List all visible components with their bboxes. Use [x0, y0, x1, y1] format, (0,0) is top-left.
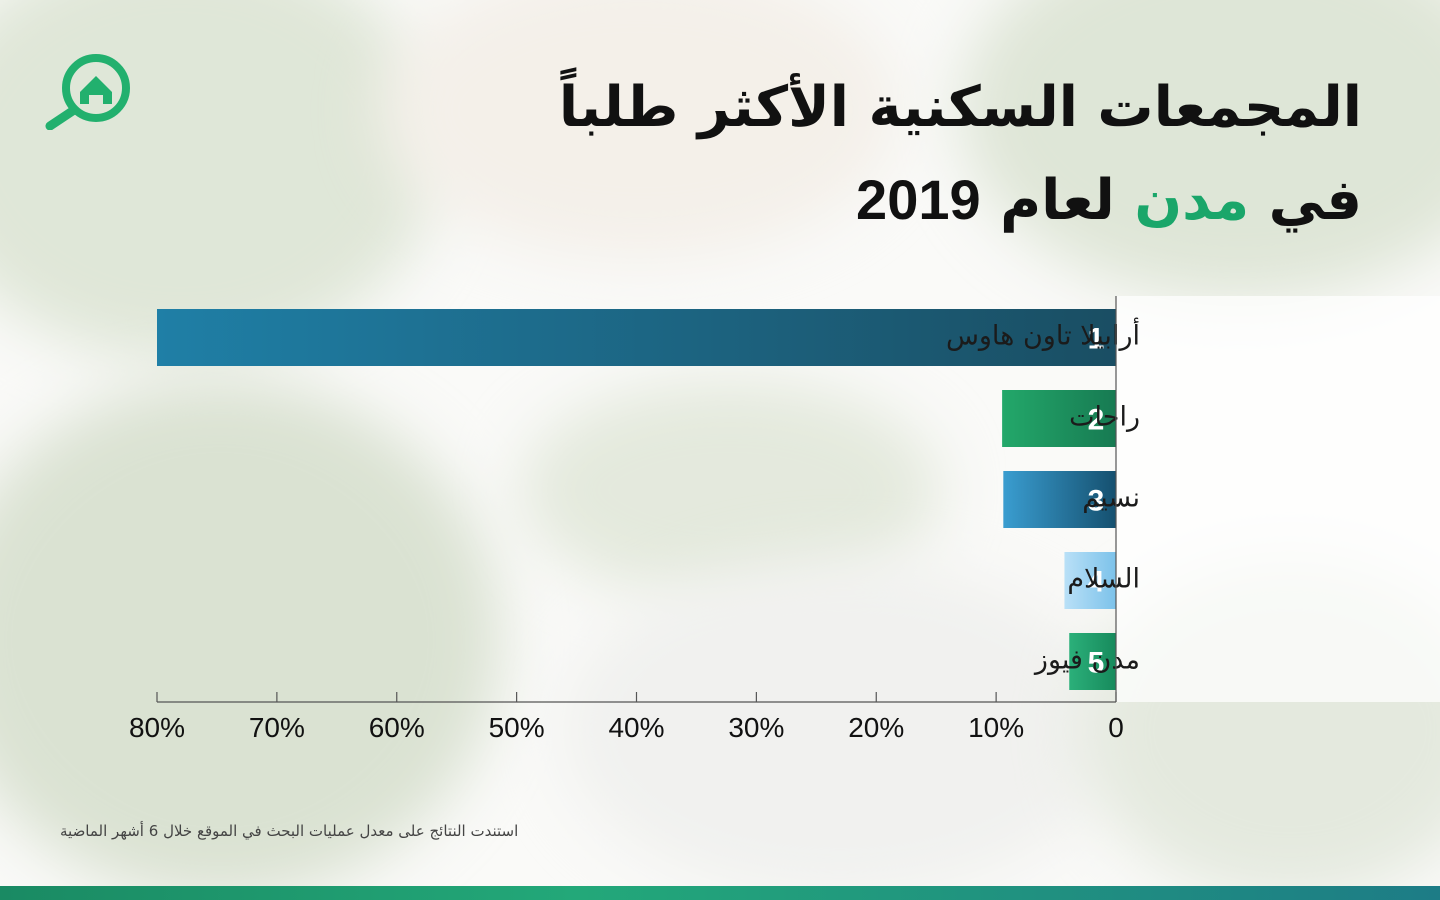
category-label: السلام — [1067, 564, 1140, 595]
x-tick-label: 50% — [489, 712, 545, 743]
bottom-accent-bar — [0, 886, 1440, 900]
x-tick-label: 20% — [848, 712, 904, 743]
x-tick-label: 40% — [608, 712, 664, 743]
category-labels-panel — [1116, 296, 1440, 702]
house-search-icon — [45, 54, 130, 130]
x-tick-label: 70% — [249, 712, 305, 743]
category-label: نسيم — [1082, 483, 1140, 514]
x-tick-label: 30% — [728, 712, 784, 743]
category-label: مدن فيوز — [1033, 645, 1140, 676]
title-line-1: المجمعات السكنية الأكثر طلباً — [558, 75, 1362, 140]
x-tick-label: 0 — [1108, 712, 1124, 743]
bar-3 — [1003, 471, 1116, 528]
bar-rank-label: 5 — [1088, 647, 1105, 680]
bar-5 — [1069, 633, 1116, 690]
footnote: استندت النتائج على معدل عمليات البحث في … — [60, 822, 519, 840]
x-tick-label: 80% — [129, 712, 185, 743]
x-tick-label: 60% — [369, 712, 425, 743]
bar-rank-label: 1 — [1088, 323, 1105, 356]
title-accent: مدن — [1134, 168, 1250, 233]
category-label: راحات — [1069, 402, 1140, 433]
bar-1 — [157, 309, 1116, 366]
category-label: أرابيلا تاون هاوس — [946, 317, 1140, 352]
title-prefix: في — [1268, 168, 1362, 233]
bar-rank-label: 4 — [1088, 566, 1105, 599]
chart-title: المجمعات السكنية الأكثر طلباً في مدن لعا… — [462, 62, 1362, 247]
title-year: 2019 — [856, 168, 981, 231]
bar-rank-label: 2 — [1088, 404, 1105, 437]
x-tick-label: 10% — [968, 712, 1024, 743]
bar-4 — [1064, 552, 1116, 609]
title-line-2: في مدن لعام 2019 — [462, 154, 1362, 247]
bar-rank-label: 3 — [1088, 485, 1105, 518]
bar-2 — [1002, 390, 1116, 447]
title-suffix: لعام — [1000, 168, 1115, 233]
